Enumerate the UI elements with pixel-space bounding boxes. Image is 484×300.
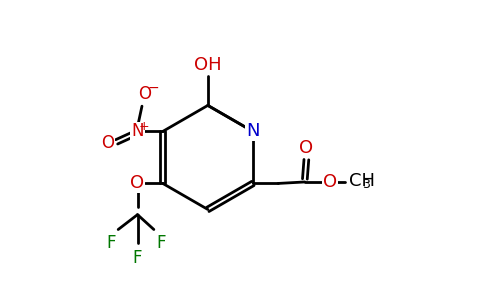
Text: −: − [148, 81, 159, 95]
Text: 3: 3 [362, 178, 370, 191]
Text: F: F [133, 249, 142, 267]
Text: OH: OH [194, 56, 222, 74]
Text: F: F [106, 234, 116, 252]
Text: CH: CH [349, 172, 376, 190]
Text: N: N [246, 122, 259, 140]
Text: +: + [139, 120, 150, 133]
Text: O: O [101, 134, 114, 152]
Text: N: N [131, 122, 144, 140]
Text: O: O [131, 174, 145, 192]
Text: O: O [299, 139, 314, 157]
Text: O: O [323, 173, 337, 191]
Text: O: O [138, 85, 151, 103]
Text: F: F [156, 234, 166, 252]
